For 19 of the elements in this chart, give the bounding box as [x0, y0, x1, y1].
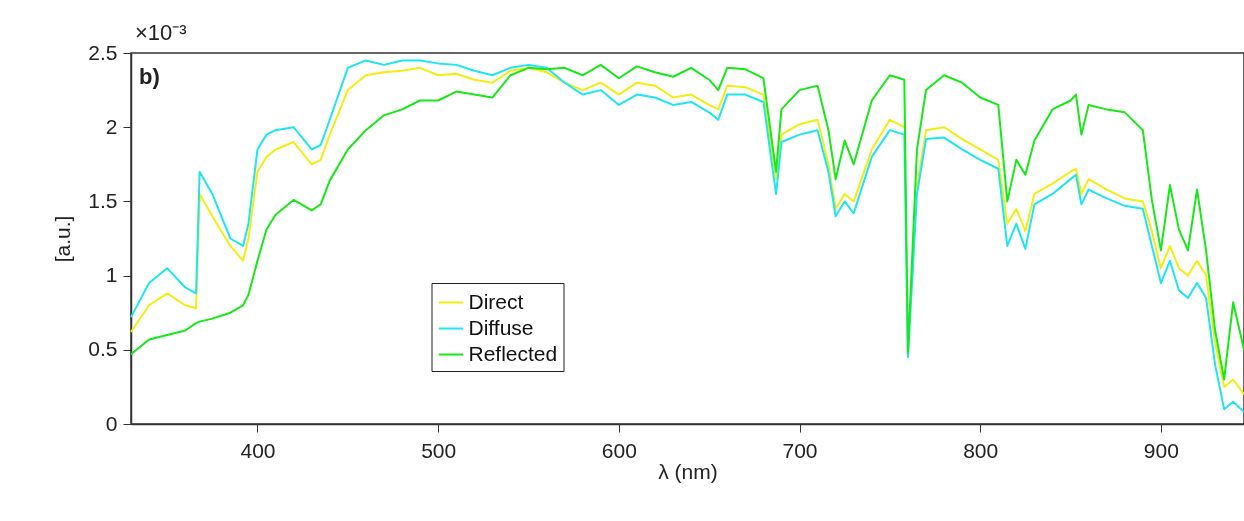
y-tick-label: 1.5 — [88, 188, 118, 212]
x-tick-label: 700 — [782, 438, 818, 462]
x-tick-label: 400 — [240, 438, 276, 462]
x-tick-label: 800 — [963, 438, 999, 462]
text: ×10⁻³ — [135, 20, 187, 45]
x-tick-label: 900 — [1143, 438, 1179, 462]
x-axis-title: λ (nm) — [658, 459, 718, 483]
x-tick-label: 600 — [601, 438, 637, 462]
y-tick-label: 0 — [105, 411, 118, 435]
legend-label: Reflected — [468, 341, 558, 365]
y-tick-label: 2 — [105, 114, 118, 138]
x-tick-label: 500 — [421, 438, 457, 462]
y-tick-label: 2.5 — [88, 40, 118, 64]
y-tick-label: 0.5 — [88, 337, 118, 361]
y-axis-title: [a.u.] — [51, 215, 75, 263]
y-tick-label: 1 — [105, 263, 118, 287]
legend-label: Diffuse — [468, 315, 534, 339]
annotation: b) — [139, 64, 160, 89]
legend-label: Direct — [468, 289, 524, 313]
